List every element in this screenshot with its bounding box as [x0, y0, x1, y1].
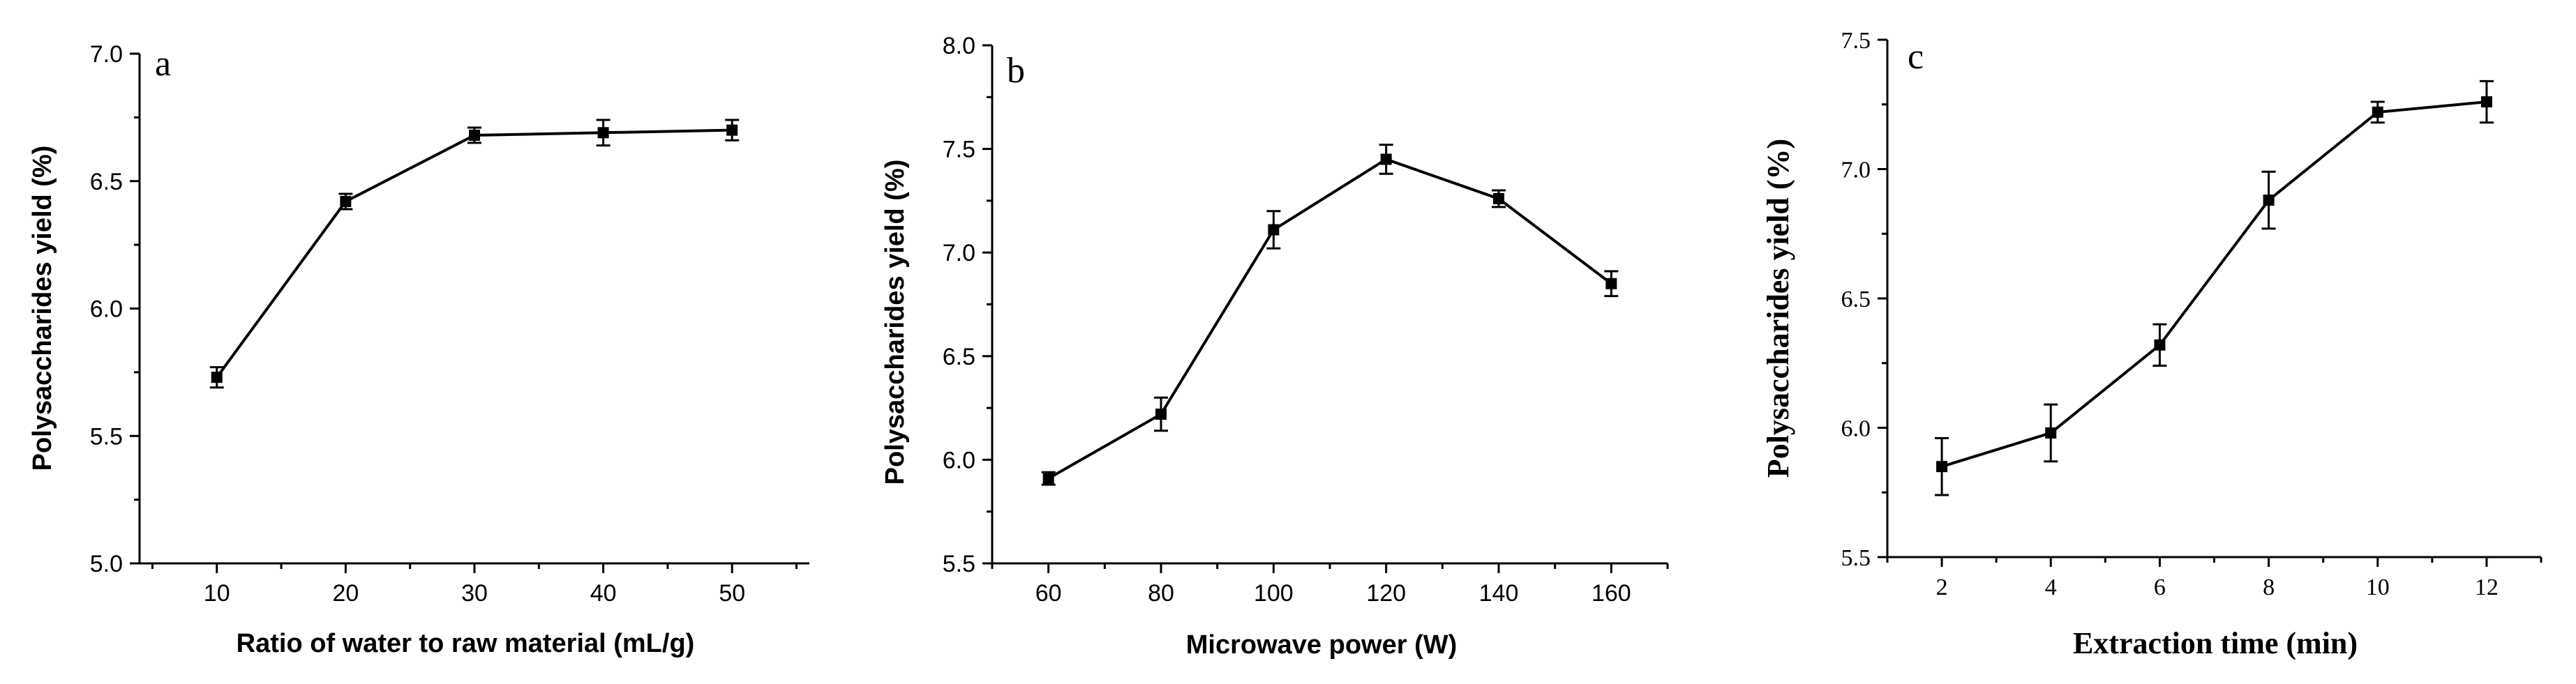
- panel-b-letter: b: [1007, 51, 1025, 91]
- panel-a-x-tick-label: 50: [719, 580, 745, 607]
- panel-a-y-tick-label: 5.5: [90, 423, 123, 450]
- panel-b-data-point: [1493, 192, 1504, 204]
- panel-a-x-axis-title: Ratio of water to raw material (mL/g): [237, 629, 695, 658]
- panel-b-data-point: [1605, 278, 1617, 289]
- panel-c-x-tick-label: 4: [2045, 575, 2057, 600]
- panel-b-x-tick-label: 60: [1035, 580, 1062, 607]
- panel-c-data-point: [2480, 96, 2492, 108]
- panel-a-y-tick-label: 6.5: [90, 169, 123, 195]
- panel-b-data-point: [1380, 153, 1392, 165]
- panel-c-plot: 5.5 6.0 6.5 7.0 7.5 2 4 6 8 10 12: [1841, 28, 2543, 600]
- panel-a-data-point: [597, 127, 609, 139]
- panel-a-y-tick-label: 5.0: [90, 551, 123, 577]
- panel-b-y-tick-label: 6.5: [943, 344, 975, 370]
- panel-b-series-line: [1047, 158, 1612, 480]
- panel-b-y-tick-label: 7.0: [943, 240, 975, 266]
- panel-b-x-axis-title: Microwave power (W): [1186, 630, 1458, 660]
- panel-b-x-tick-label: 100: [1254, 580, 1294, 607]
- panel-c-data-point: [2263, 195, 2275, 206]
- panel-b-y-tick-label: 6.0: [943, 447, 975, 473]
- panel-b-y-axis-title: Polysaccharides yield (%): [881, 160, 910, 485]
- panel-c-data-point: [2372, 106, 2383, 118]
- panel-c-data-point: [2045, 427, 2057, 439]
- panel-b-data-point: [1155, 409, 1167, 420]
- panel-c-x-tick-label: 8: [2263, 575, 2275, 600]
- panel-b-x-tick-label: 140: [1479, 580, 1519, 607]
- panel-c-y-tick-label: 6.0: [1841, 416, 1871, 442]
- panel-a-x-tick-label: 20: [332, 580, 359, 607]
- panel-b-x-tick-label: 120: [1366, 580, 1406, 607]
- panel-c-x-tick-label: 10: [2366, 575, 2390, 600]
- panel-a-data-point: [726, 124, 738, 136]
- panel-b-x-tick-label: 80: [1148, 580, 1174, 607]
- panel-c-data-point: [2154, 339, 2166, 351]
- panel-a-x-tick-label: 10: [204, 580, 230, 607]
- panel-a-y-axis-title: Polysaccharides yield (%): [28, 146, 57, 471]
- panel-c: 5.5 6.0 6.5 7.0 7.5 2 4 6 8 10 12 c Extraction tim…: [1761, 28, 2543, 660]
- panel-a: 5.0 5.5 6.0 6.5 7.0 10 20 30 40 50 a Ratio of wat…: [28, 41, 809, 658]
- panel-c-x-tick-label: 6: [2154, 575, 2166, 600]
- panel-a-series-line: [216, 128, 733, 379]
- panel-b-x-tick-label: 160: [1592, 580, 1631, 607]
- panel-b-y-tick-label: 7.5: [943, 137, 975, 163]
- panel-c-y-tick-label: 6.5: [1841, 287, 1871, 312]
- panel-c-data-point: [1936, 461, 1948, 473]
- panel-b-data-point: [1042, 473, 1054, 485]
- panel-a-data-point: [340, 195, 352, 207]
- panel-a-data-point: [211, 372, 223, 383]
- panel-a-letter: a: [155, 44, 171, 84]
- panel-b-plot: 5.5 6.0 6.5 7.0 7.5 8.0 60 80 100 120 140 160: [943, 33, 1669, 607]
- panel-a-y-tick-label: 7.0: [90, 41, 123, 68]
- panel-b: 5.5 6.0 6.5 7.0 7.5 8.0 60 80 100 120 140 160 b Mic…: [881, 33, 1669, 660]
- panel-b-y-tick-label: 8.0: [943, 33, 975, 59]
- panel-b-data-point: [1268, 224, 1280, 236]
- panel-a-y-tick-label: 6.0: [90, 296, 123, 323]
- panel-c-y-tick-label: 7.0: [1841, 158, 1871, 183]
- panel-a-x-tick-label: 40: [590, 580, 617, 607]
- panel-a-x-tick-label: 30: [461, 580, 488, 607]
- panel-c-series-line: [1941, 100, 2487, 469]
- panel-a-data-point: [469, 129, 480, 141]
- panel-a-plot: 5.0 5.5 6.0 6.5 7.0 10 20 30 40 50: [90, 41, 809, 607]
- panel-c-x-axis-title: Extraction time (min): [2073, 626, 2358, 660]
- panel-c-x-tick-label: 12: [2475, 575, 2499, 600]
- panel-c-letter: c: [1908, 37, 1924, 77]
- panel-c-y-tick-label: 5.5: [1841, 545, 1871, 571]
- panel-c-y-tick-label: 7.5: [1841, 28, 1871, 54]
- panel-c-y-axis-title: Polysaccharides yield (%): [1761, 139, 1795, 478]
- panel-b-y-tick-label: 5.5: [943, 551, 975, 577]
- panel-c-x-tick-label: 2: [1936, 575, 1948, 600]
